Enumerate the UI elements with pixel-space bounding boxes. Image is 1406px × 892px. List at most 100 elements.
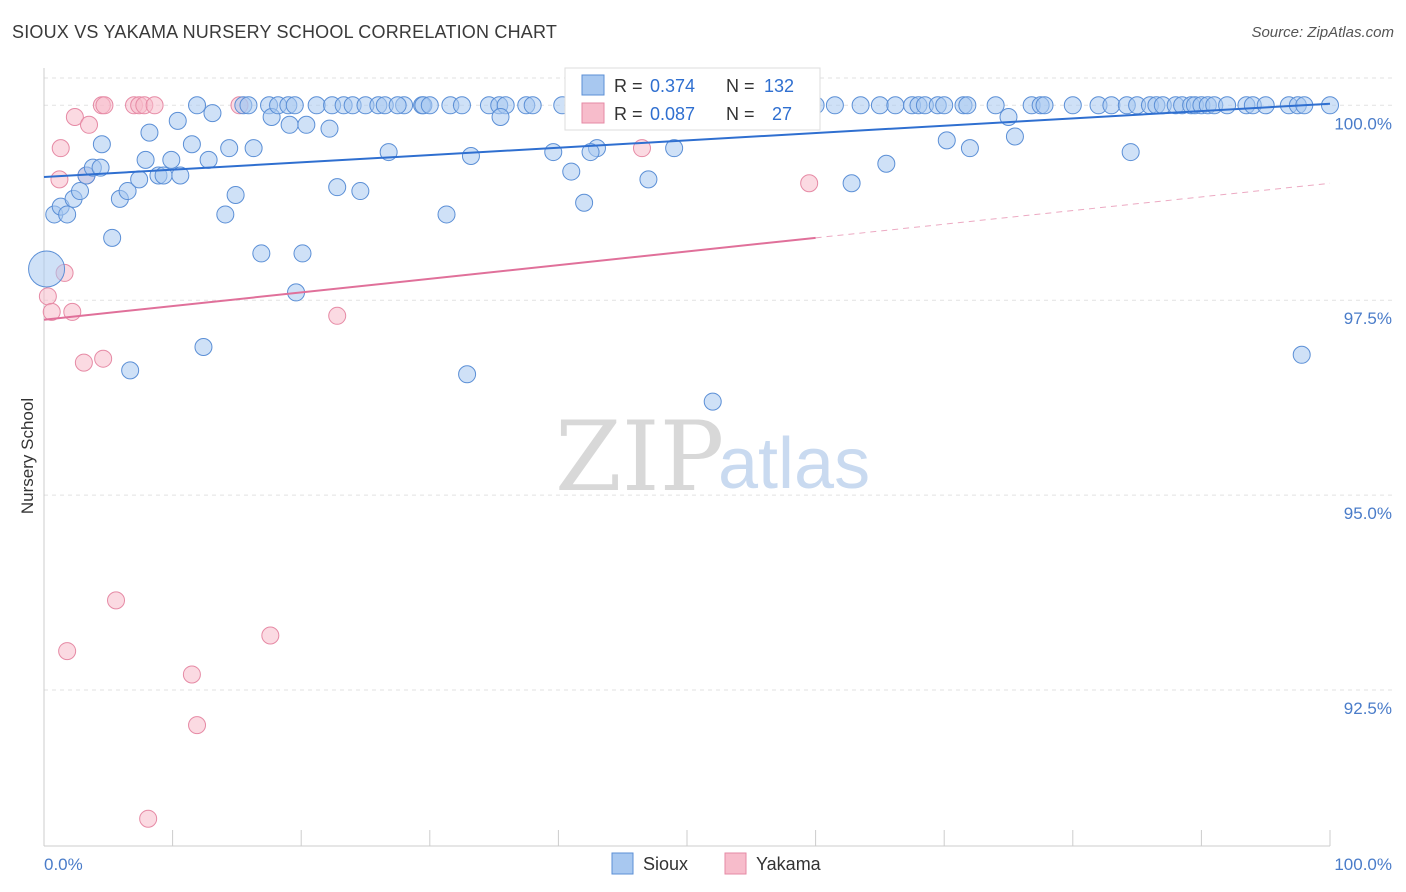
- scatter-point-yakama: [65, 107, 84, 126]
- scatter-point-sioux: [252, 244, 271, 263]
- scatter-point-yakama: [42, 302, 61, 321]
- scatter-point-sioux: [491, 107, 510, 126]
- scatter-point-sioux: [703, 392, 722, 411]
- scatter-point-yakama: [38, 287, 57, 306]
- chart-title: SIOUX VS YAKAMA NURSERY SCHOOL CORRELATI…: [12, 22, 558, 42]
- scatter-point-sioux: [168, 111, 187, 130]
- legend-n-label-sioux: N =: [726, 76, 755, 96]
- scatter-point-yakama: [95, 96, 114, 115]
- y-tick-label: 97.5%: [1344, 309, 1392, 328]
- y-tick-label: 92.5%: [1344, 699, 1392, 718]
- gridlines: [44, 77, 1392, 691]
- scatter-point-sioux: [1292, 345, 1311, 364]
- y-axis-title: Nursery School: [18, 398, 37, 514]
- scatter-point-yakama: [328, 306, 347, 325]
- scatter-point-sioux: [58, 205, 77, 224]
- scatter-point-sioux: [958, 96, 977, 115]
- scatter-point-sioux: [575, 193, 594, 212]
- scatter-point-yakama: [145, 96, 164, 115]
- scatter-point-sioux: [825, 96, 844, 115]
- scatter-point-sioux: [842, 174, 861, 193]
- scatter-point-sioux: [280, 115, 299, 134]
- scatter-point-sioux: [171, 166, 190, 185]
- scatter-point-sioux: [307, 96, 326, 115]
- scatter-point-sioux: [562, 162, 581, 181]
- legend-swatch-sioux: [581, 74, 605, 96]
- scatter-point-sioux: [452, 96, 471, 115]
- legend-r-value-yakama: 0.087: [650, 104, 695, 124]
- scatter-point-sioux: [351, 182, 370, 201]
- scatter-point-yakama: [51, 139, 70, 158]
- legend-n-value-sioux: 132: [764, 76, 794, 96]
- legend-r-label-sioux: R =: [614, 76, 643, 96]
- scatter-point-sioux: [188, 96, 207, 115]
- bottom-legend-label-yakama: Yakama: [756, 854, 822, 874]
- scatter-point-sioux: [297, 115, 316, 134]
- scatter-point-yakama: [107, 591, 126, 610]
- scatter-point-yakama: [261, 626, 280, 645]
- scatter-point-sioux: [199, 150, 218, 169]
- scatter-point-sioux: [328, 178, 347, 197]
- scatter-point-sioux: [28, 250, 66, 288]
- scatter-point-yakama: [188, 716, 207, 735]
- scatter-point-sioux: [1035, 96, 1054, 115]
- bottom-legend-swatch-sioux: [611, 852, 634, 875]
- scatter-point-sioux: [1005, 127, 1024, 146]
- x-tick-label: 100.0%: [1334, 855, 1392, 874]
- scatter-point-sioux: [320, 119, 339, 138]
- scatter-point-sioux: [293, 244, 312, 263]
- scatter-point-sioux: [1256, 96, 1275, 115]
- scatter-point-yakama: [80, 115, 99, 134]
- trend-line-sioux: [43, 102, 1331, 179]
- scatter-point-sioux: [1063, 96, 1082, 115]
- scatter-point-sioux: [226, 185, 245, 204]
- legend-n-value-yakama: 27: [772, 104, 792, 124]
- scatter-point-yakama: [94, 349, 113, 368]
- scatter-point-sioux: [136, 150, 155, 169]
- y-tick-label: 100.0%: [1334, 114, 1392, 133]
- scatter-point-yakama: [800, 174, 819, 193]
- scatter-point-sioux: [420, 96, 439, 115]
- legend-n-label-yakama: N =: [726, 104, 755, 124]
- scatter-point-sioux: [935, 96, 954, 115]
- bottom-legend-swatch-yakama: [724, 852, 747, 875]
- bottom-legend-label-sioux: Sioux: [643, 854, 688, 874]
- scatter-point-sioux: [1321, 96, 1339, 115]
- watermark-atlas: atlas: [718, 424, 870, 504]
- scatter-point-sioux: [182, 135, 201, 154]
- scatter-point-yakama: [50, 170, 69, 189]
- scatter-point-sioux: [851, 96, 870, 115]
- scatter-point-sioux: [92, 135, 111, 154]
- scatter-point-sioux: [220, 139, 239, 158]
- series-legend: Sioux Yakama: [611, 852, 822, 875]
- legend-r-label-yakama: R =: [614, 104, 643, 124]
- legend-swatch-yakama: [581, 102, 605, 124]
- scatter-point-sioux: [886, 96, 905, 115]
- scatter-point-sioux: [388, 96, 407, 115]
- trend-line-yakama: [43, 236, 816, 321]
- scatter-point-sioux: [870, 96, 889, 115]
- scatter-point-sioux: [960, 139, 979, 158]
- legend-r-value-sioux: 0.374: [650, 76, 695, 96]
- x-tick-label: 0.0%: [44, 855, 83, 874]
- scatter-point-sioux: [103, 228, 122, 247]
- trend-lines: [43, 102, 1331, 321]
- scatter-point-sioux: [118, 182, 137, 201]
- scatter-point-sioux: [665, 139, 684, 158]
- scatter-point-sioux: [937, 131, 956, 150]
- scatter-point-sioux: [91, 158, 110, 177]
- scatter-point-sioux: [461, 146, 480, 165]
- scatter-point-sioux: [162, 150, 181, 169]
- scatter-point-sioux: [544, 143, 563, 162]
- source-credit: Source: ZipAtlas.com: [1251, 24, 1394, 41]
- scatter-point-sioux: [285, 96, 304, 115]
- scatter-point-sioux: [244, 139, 263, 158]
- scatter-point-sioux: [203, 104, 222, 123]
- scatter-point-yakama: [182, 665, 201, 684]
- watermark-zip: ZIP: [555, 401, 724, 513]
- scatter-point-sioux: [130, 170, 149, 189]
- stats-legend-frame: [564, 67, 821, 131]
- scatter-point-sioux: [1121, 143, 1140, 162]
- scatter-point-sioux: [458, 365, 477, 384]
